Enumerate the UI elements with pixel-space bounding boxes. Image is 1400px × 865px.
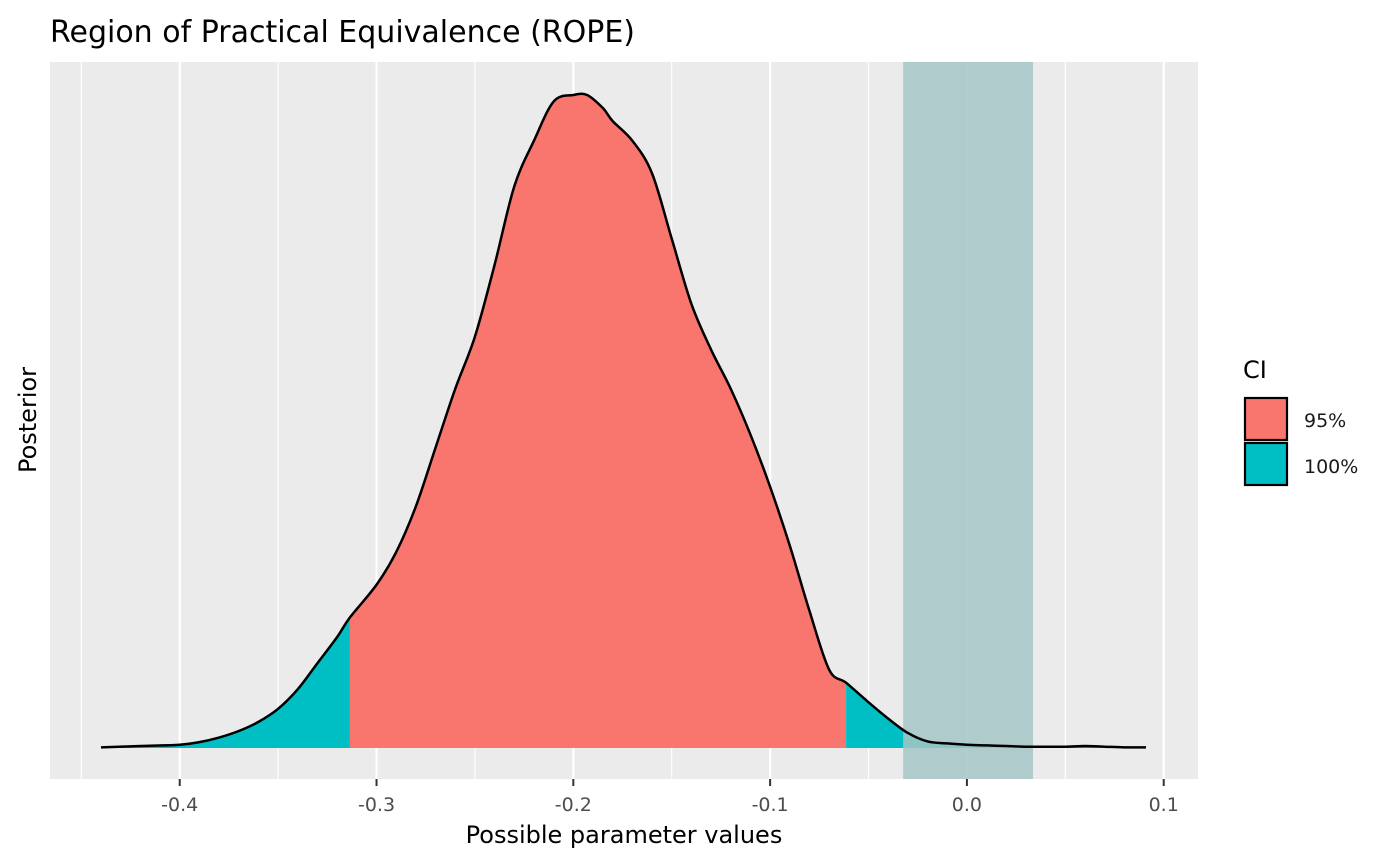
legend-title: CI <box>1243 356 1267 384</box>
x-tick-label: -0.2 <box>555 794 592 816</box>
legend: CI 95% 100% <box>1243 356 1358 487</box>
legend-label-95: 95% <box>1304 410 1346 432</box>
x-tick-label: 0.1 <box>1149 794 1179 816</box>
legend-swatch-95 <box>1243 396 1289 442</box>
x-axis-tick-labels: -0.4 -0.3 -0.2 -0.1 0.0 0.1 <box>161 794 1179 816</box>
x-tick-label: -0.1 <box>752 794 789 816</box>
y-axis-title: Posterior <box>14 367 42 473</box>
ci-95-area <box>349 93 847 748</box>
legend-swatch-100 <box>1243 441 1289 487</box>
x-tick-label: -0.3 <box>358 794 395 816</box>
x-tick-label: 0.0 <box>952 794 982 816</box>
rope-band <box>903 62 1034 779</box>
x-tick-label: -0.4 <box>161 794 198 816</box>
density-curve <box>100 92 1147 749</box>
legend-label-100: 100% <box>1304 456 1358 478</box>
x-axis-ticks <box>178 779 1165 786</box>
chart-title: Region of Practical Equivalence (ROPE) <box>50 15 635 50</box>
x-axis-title: Possible parameter values <box>466 821 783 849</box>
ci-100-right-area <box>846 682 1146 748</box>
ci-100-left-area <box>101 617 350 748</box>
density-areas <box>101 93 1146 748</box>
